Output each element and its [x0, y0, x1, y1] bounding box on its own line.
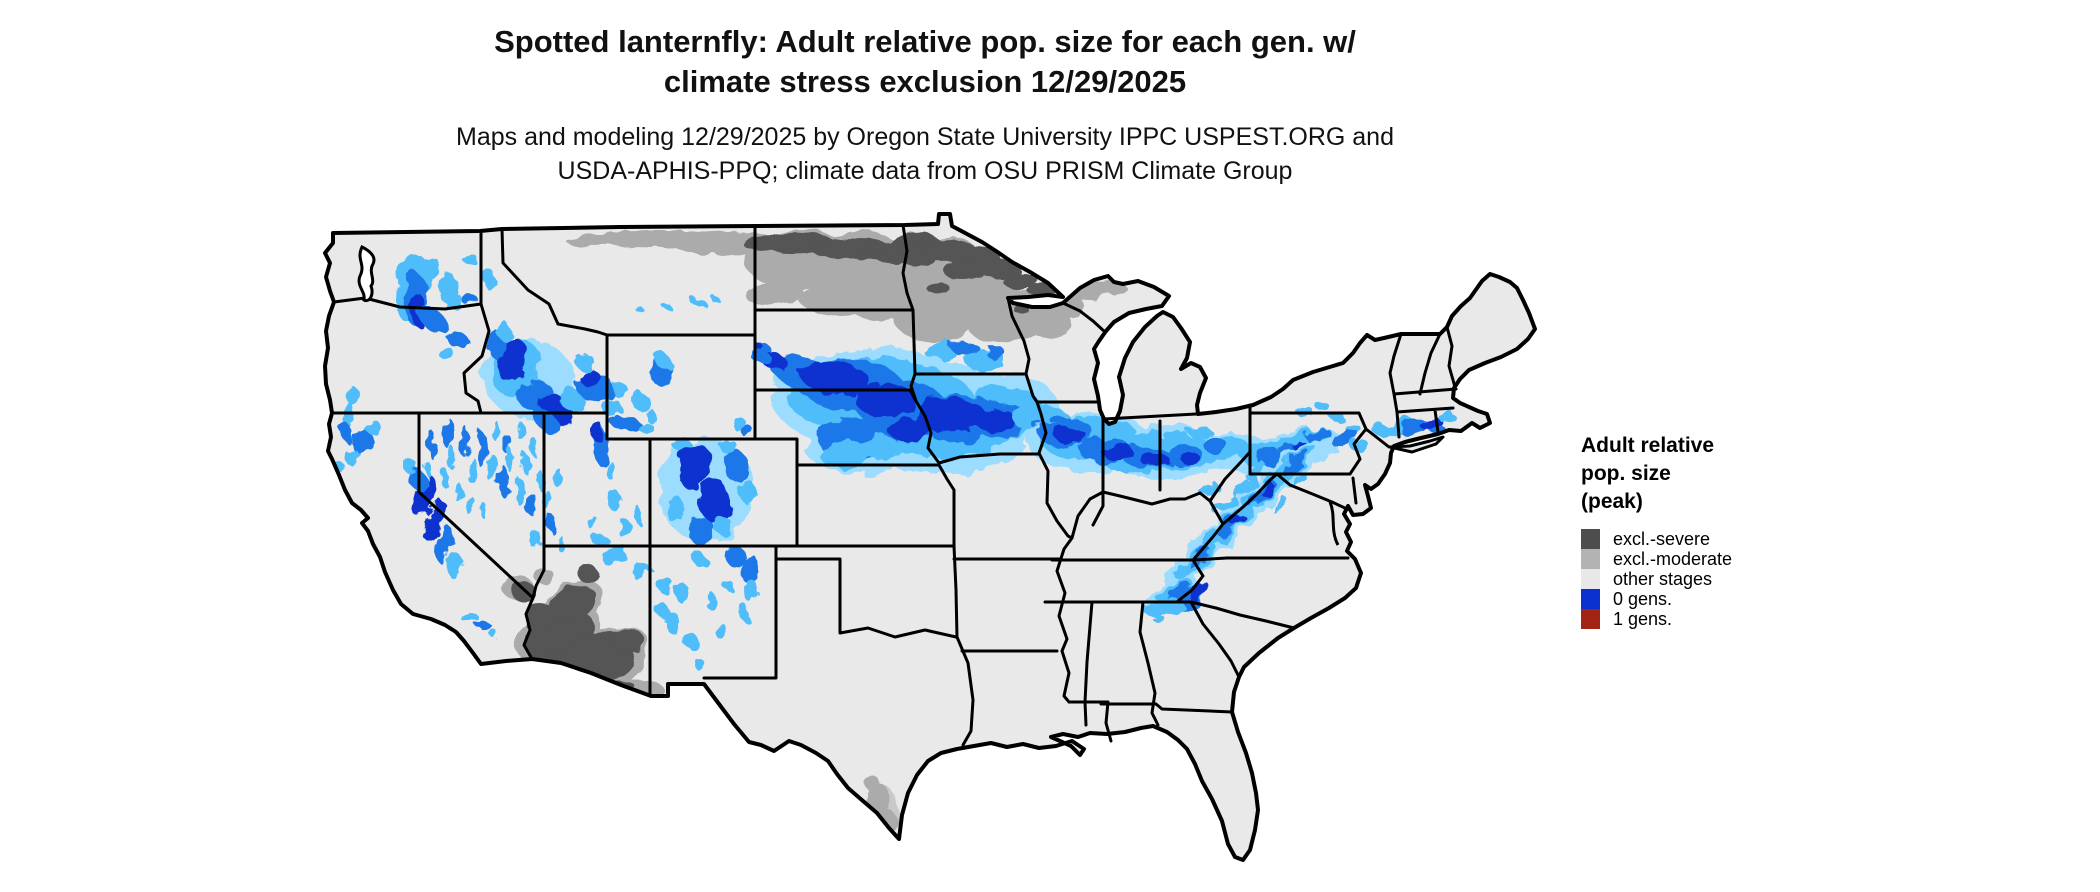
legend-swatch-excl-moderate: [1581, 549, 1600, 569]
figure-title-line2: climate stress exclusion 12/29/2025: [663, 64, 1187, 99]
figure-subtitle-line2: USDA-APHIS-PPQ; climate data from OSU PR…: [557, 157, 1293, 185]
legend-title-line1: Adult relative: [1581, 434, 1715, 457]
legend-rows: excl.-severe excl.-moderate other stages…: [1581, 529, 1732, 629]
legend-swatch-1-gens: [1581, 609, 1600, 629]
legend-title: Adult relative pop. size (peak): [1581, 432, 1732, 516]
figure-title-line1: Spotted lanternfly: Adult relative pop. …: [494, 24, 1356, 59]
legend-title-line2: pop. size: [1581, 462, 1671, 485]
chesapeake-bay: [1328, 501, 1340, 546]
map-legend: Adult relative pop. size (peak) excl.-se…: [1581, 432, 1732, 629]
legend-swatch-0-gens: [1581, 589, 1600, 609]
puget-sound: [357, 244, 376, 303]
legend-item-other-stages: other stages: [1581, 569, 1732, 589]
legend-label-other-stages: other stages: [1613, 568, 1713, 589]
legend-item-excl-severe: excl.-severe: [1581, 529, 1732, 549]
legend-item-0-gens: 0 gens.: [1581, 589, 1732, 609]
legend-swatch-excl-severe: [1581, 529, 1600, 549]
long-island: [1388, 435, 1445, 454]
figure-subtitle: Maps and modeling 12/29/2025 by Oregon S…: [0, 120, 1850, 188]
legend-item-excl-moderate: excl.-moderate: [1581, 549, 1732, 569]
legend-label-excl-moderate: excl.-moderate: [1613, 548, 1733, 569]
legend-title-line3: (peak): [1581, 490, 1643, 513]
legend-item-1-gens: 1 gens.: [1581, 609, 1732, 629]
legend-label-1-gens: 1 gens.: [1613, 608, 1673, 629]
state-borders: [330, 223, 1458, 747]
legend-label-0-gens: 0 gens.: [1613, 588, 1673, 609]
figure-title: Spotted lanternfly: Adult relative pop. …: [0, 22, 1850, 102]
legend-label-excl-severe: excl.-severe: [1613, 528, 1711, 549]
legend-swatch-other-stages: [1581, 569, 1600, 589]
figure-subtitle-line1: Maps and modeling 12/29/2025 by Oregon S…: [456, 123, 1394, 151]
